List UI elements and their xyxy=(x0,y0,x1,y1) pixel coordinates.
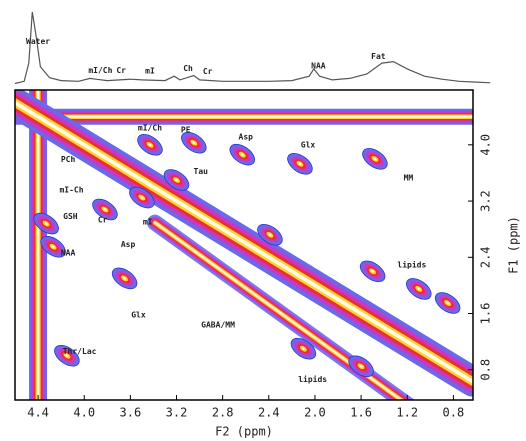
peak-annotation: Cr xyxy=(98,216,108,225)
y-tick-label: 1.6 xyxy=(479,303,493,325)
peak-annotation: mI xyxy=(143,218,153,227)
peak-annotation: NAA xyxy=(61,249,76,258)
y-tick-label: 0.8 xyxy=(479,359,493,381)
x-tick-label: 0.8 xyxy=(443,406,465,420)
peak-annotation: Glx xyxy=(301,140,316,149)
peak-annotation: mI-Ch xyxy=(59,185,83,194)
spectrum-line xyxy=(15,12,490,84)
peak-annotation: GSH xyxy=(63,212,78,221)
x-tick-label: 4.0 xyxy=(73,406,95,420)
x-tick-label: 1.2 xyxy=(396,406,418,420)
peak-annotation: PE xyxy=(181,126,191,135)
peak-annotation: Thr/Lac xyxy=(63,347,97,356)
x-tick-label: 2.0 xyxy=(304,406,326,420)
spectrum-label: Ch xyxy=(183,64,193,73)
spectrum-label: mI/Ch xyxy=(88,66,112,75)
x-tick-label: 4.4 xyxy=(27,406,49,420)
x-tick-label: 3.2 xyxy=(166,406,188,420)
spectrum-label: Cr xyxy=(116,66,126,75)
peak-annotation: MM xyxy=(404,173,414,182)
spectrum-label: mI xyxy=(145,67,155,76)
y-tick-label: 3.2 xyxy=(479,190,493,212)
spectrum-label: Water xyxy=(26,37,50,46)
peak-annotation: Asp xyxy=(121,240,136,249)
peak-annotation: PCh xyxy=(61,155,76,164)
y-tick-label: 2.4 xyxy=(479,246,493,268)
x-tick-label: 3.6 xyxy=(120,406,142,420)
peak-annotation: lipids xyxy=(298,374,327,384)
peak-annotation: Asp xyxy=(239,133,254,142)
x-tick-label: 2.8 xyxy=(212,406,234,420)
peak-annotation: mI/Ch xyxy=(138,123,162,132)
chart: F2 (ppm) F1 (ppm) 4.4 4.0 3.6 3.2 2.8 2.4 2.0 1… xyxy=(0,0,526,441)
spectrum-label: Fat xyxy=(371,52,386,61)
spectrum-label: NAA xyxy=(311,61,326,70)
y-tick-label: 4.0 xyxy=(479,134,493,156)
x-tick-label: 1.6 xyxy=(350,406,372,420)
page: F2 (ppm) F1 (ppm) 4.4 4.0 3.6 3.2 2.8 2.4 2.0 1… xyxy=(0,0,526,441)
peak-annotation: lipids xyxy=(397,260,426,270)
spectrum-label: Cr xyxy=(203,67,213,76)
x-tick-label: 2.4 xyxy=(258,406,280,420)
peak-annotation: Glx xyxy=(131,310,146,319)
y-axis-title: F1 (ppm) xyxy=(507,216,521,274)
x-axis-title: F2 (ppm) xyxy=(215,425,273,439)
peak-annotation: GABA/MM xyxy=(201,320,235,329)
peak-annotation: Tau xyxy=(194,167,209,176)
